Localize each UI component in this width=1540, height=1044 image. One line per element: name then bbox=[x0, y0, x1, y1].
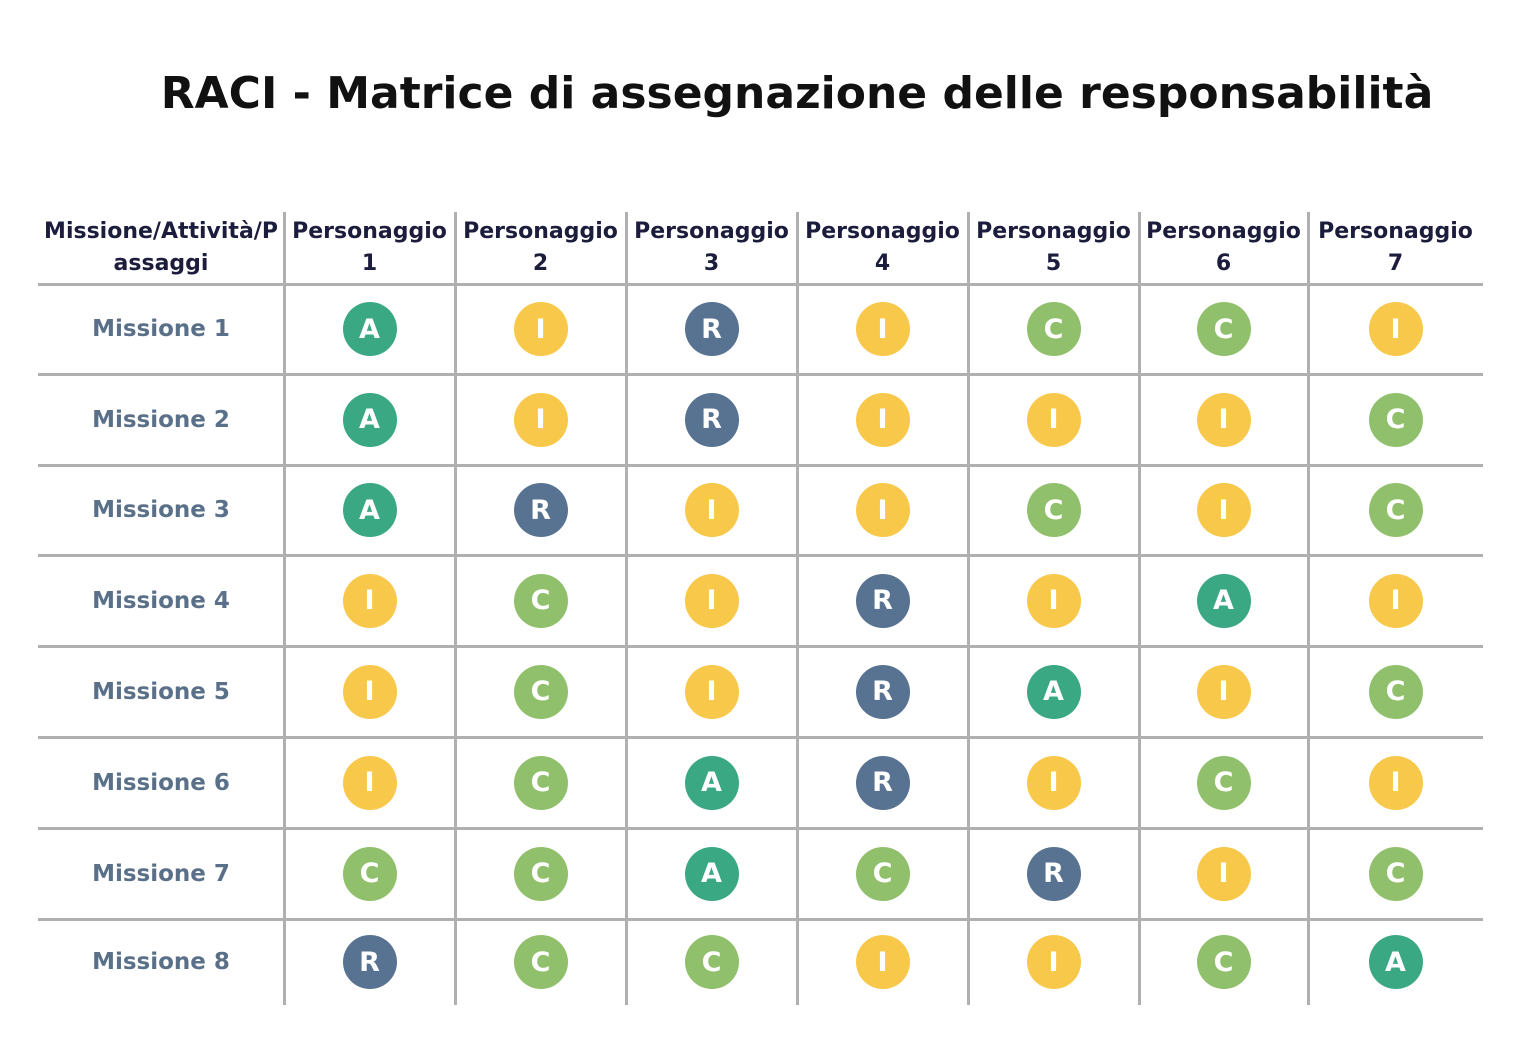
row-label: Missione 5 bbox=[92, 678, 230, 705]
raci-badge: I bbox=[1026, 573, 1081, 628]
raci-badge: I bbox=[855, 935, 910, 989]
raci-badge: C bbox=[684, 935, 739, 989]
row-divider bbox=[38, 554, 1483, 557]
column-divider bbox=[625, 212, 628, 1005]
raci-badge: A bbox=[1196, 573, 1251, 628]
raci-badge: R bbox=[342, 935, 397, 989]
raci-badge: I bbox=[855, 392, 910, 447]
column-divider bbox=[283, 212, 286, 1005]
column-header: Personaggio 1 bbox=[292, 219, 447, 276]
raci-badge: C bbox=[855, 846, 910, 901]
column-header: Personaggio 6 bbox=[1146, 219, 1301, 276]
raci-badge: C bbox=[513, 846, 568, 901]
raci-badge: C bbox=[1368, 392, 1423, 447]
raci-badge: R bbox=[855, 755, 910, 810]
raci-badge: C bbox=[513, 664, 568, 719]
raci-badge: I bbox=[513, 302, 568, 356]
raci-badge: I bbox=[855, 483, 910, 537]
raci-badge: C bbox=[513, 935, 568, 989]
raci-badge: R bbox=[684, 392, 739, 447]
raci-badge: I bbox=[342, 755, 397, 810]
raci-badge: I bbox=[684, 573, 739, 628]
column-header: Personaggio 4 bbox=[805, 219, 960, 276]
row-divider bbox=[38, 736, 1483, 739]
row-label: Missione 8 bbox=[92, 949, 230, 975]
raci-badge: C bbox=[1196, 935, 1251, 989]
raci-badge: I bbox=[1196, 483, 1251, 537]
row-divider bbox=[38, 645, 1483, 648]
raci-badge: A bbox=[1026, 664, 1081, 719]
row-label: Missione 6 bbox=[92, 769, 230, 796]
raci-badge: I bbox=[1368, 573, 1423, 628]
raci-badge: I bbox=[342, 573, 397, 628]
raci-badge: A bbox=[684, 755, 739, 810]
column-header: Personaggio 3 bbox=[634, 219, 789, 276]
raci-badge: C bbox=[513, 755, 568, 810]
raci-badge: I bbox=[684, 483, 739, 537]
raci-badge: R bbox=[684, 302, 739, 356]
raci-badge: A bbox=[342, 483, 397, 537]
raci-badge: A bbox=[684, 846, 739, 901]
raci-badge: A bbox=[342, 302, 397, 356]
raci-badge: C bbox=[1196, 302, 1251, 356]
raci-badge: I bbox=[1196, 392, 1251, 447]
raci-badge: A bbox=[1368, 935, 1423, 989]
column-divider bbox=[454, 212, 457, 1005]
raci-badge: C bbox=[513, 573, 568, 628]
raci-badge: R bbox=[855, 573, 910, 628]
raci-badge: R bbox=[513, 483, 568, 537]
row-label: Missione 7 bbox=[92, 860, 230, 887]
raci-badge: I bbox=[1368, 302, 1423, 356]
raci-badge: R bbox=[855, 664, 910, 719]
title: RACI - Matrice di assegnazione delle res… bbox=[160, 68, 1434, 119]
raci-badge: I bbox=[1196, 664, 1251, 719]
row-label: Missione 2 bbox=[92, 406, 230, 433]
raci-badge: I bbox=[342, 664, 397, 719]
row-label: Missione 1 bbox=[92, 316, 230, 342]
column-divider bbox=[967, 212, 970, 1005]
row-divider bbox=[38, 827, 1483, 830]
raci-badge: C bbox=[1368, 846, 1423, 901]
row-divider bbox=[38, 283, 1483, 286]
column-divider bbox=[1307, 212, 1310, 1005]
raci-badge: I bbox=[1026, 392, 1081, 447]
raci-badge: I bbox=[1196, 846, 1251, 901]
raci-badge: C bbox=[1368, 483, 1423, 537]
raci-badge: C bbox=[342, 846, 397, 901]
column-divider bbox=[1138, 212, 1141, 1005]
row-divider bbox=[38, 918, 1483, 921]
raci-badge: C bbox=[1026, 483, 1081, 537]
row-label: Missione 3 bbox=[92, 497, 230, 523]
column-divider bbox=[796, 212, 799, 1005]
column-header: Missione/Attività/Passaggi bbox=[44, 219, 278, 276]
raci-badge: I bbox=[855, 302, 910, 356]
raci-badge: C bbox=[1368, 664, 1423, 719]
raci-badge: C bbox=[1026, 302, 1081, 356]
row-divider bbox=[38, 464, 1483, 467]
raci-badge: I bbox=[1026, 755, 1081, 810]
column-header: Personaggio 7 bbox=[1318, 219, 1473, 276]
raci-badge: I bbox=[513, 392, 568, 447]
raci-badge: I bbox=[1026, 935, 1081, 989]
raci-badge: A bbox=[342, 392, 397, 447]
raci-badge: I bbox=[1368, 755, 1423, 810]
column-header: Personaggio 5 bbox=[976, 219, 1131, 276]
row-label: Missione 4 bbox=[92, 587, 230, 614]
raci-badge: R bbox=[1026, 846, 1081, 901]
raci-badge: I bbox=[684, 664, 739, 719]
column-header: Personaggio 2 bbox=[463, 219, 618, 276]
row-divider bbox=[38, 373, 1483, 376]
raci-badge: C bbox=[1196, 755, 1251, 810]
